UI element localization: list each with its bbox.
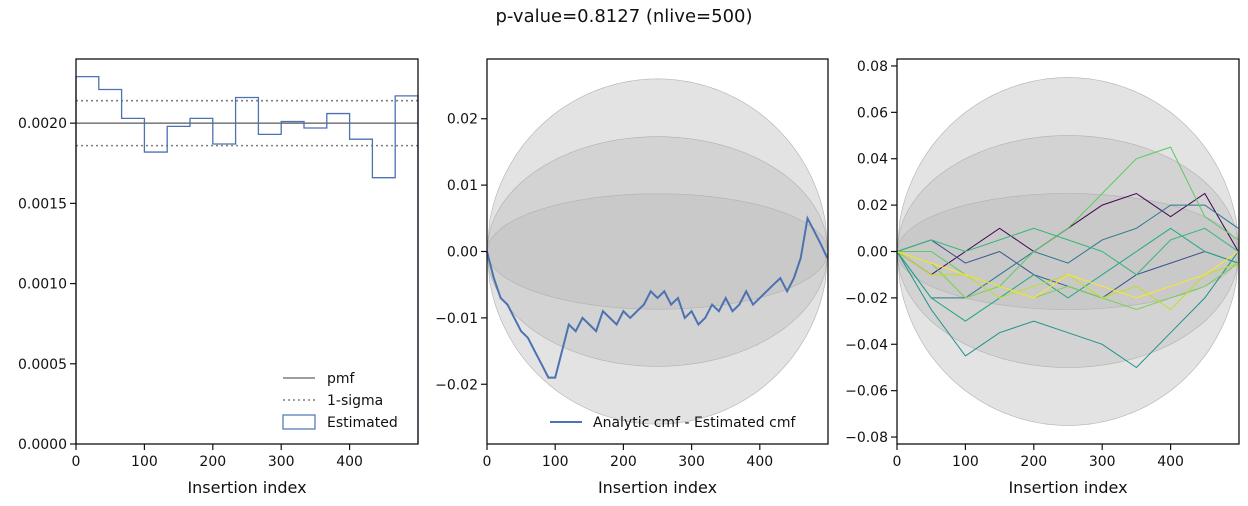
y-tick-label: 0.0015 bbox=[18, 196, 67, 212]
x-tick-label: 200 bbox=[1020, 454, 1047, 470]
histogram-bar bbox=[258, 134, 281, 444]
y-tick-label: 0.08 bbox=[857, 59, 888, 75]
x-tick-label: 300 bbox=[1089, 454, 1116, 470]
y-tick-label: −0.06 bbox=[845, 384, 888, 400]
legend-sigma-label: 1-sigma bbox=[327, 393, 383, 409]
realisation-line bbox=[897, 146, 1239, 287]
histogram-bar bbox=[122, 118, 145, 444]
x-tick-label: 0 bbox=[483, 454, 492, 470]
y-tick-label: 0.0010 bbox=[18, 277, 67, 293]
y-tick-label: 0.00 bbox=[447, 245, 478, 261]
x-tick-label: 0 bbox=[72, 454, 81, 470]
sigma-band bbox=[486, 193, 829, 310]
x-axis-label: Insertion index bbox=[187, 478, 306, 497]
histogram-bar bbox=[76, 77, 99, 444]
x-axis-label: Insertion index bbox=[598, 478, 717, 497]
realisation-line bbox=[896, 227, 1239, 276]
x-axis-label: Insertion index bbox=[1008, 478, 1127, 497]
realisation-line bbox=[896, 251, 1239, 299]
axes-frame bbox=[486, 58, 829, 445]
realisation-line bbox=[896, 251, 1239, 311]
histogram-bar bbox=[213, 144, 236, 444]
axes-frame bbox=[896, 58, 1240, 445]
histogram-bar bbox=[281, 122, 304, 444]
y-tick-label: −0.04 bbox=[845, 337, 888, 353]
cmf-difference-line bbox=[486, 215, 829, 379]
histogram-bar bbox=[99, 89, 122, 444]
histogram-bar bbox=[190, 118, 213, 444]
y-tick-label: −0.02 bbox=[435, 377, 478, 393]
y-tick-label: 0.02 bbox=[447, 112, 478, 128]
x-tick-label: 400 bbox=[1157, 454, 1184, 470]
x-tick-label: 200 bbox=[610, 454, 637, 470]
legend-pmf-label: pmf bbox=[327, 371, 356, 387]
x-tick-label: 0 bbox=[893, 454, 902, 470]
y-tick-label: 0.0005 bbox=[18, 357, 67, 373]
y-tick-label: 0.06 bbox=[857, 105, 888, 121]
x-tick-label: 100 bbox=[952, 454, 979, 470]
x-tick-label: 400 bbox=[746, 454, 773, 470]
realisation-line bbox=[896, 251, 1239, 369]
legend-cmf-label: Analytic cmf - Estimated cmf bbox=[593, 415, 796, 431]
histogram-bar bbox=[395, 96, 418, 444]
axes-frame bbox=[75, 58, 419, 445]
legend-estimated-swatch bbox=[282, 414, 316, 430]
histogram-bar bbox=[167, 126, 190, 444]
realisation-line bbox=[896, 204, 1239, 299]
legend-estimated-label: Estimated bbox=[327, 415, 398, 431]
y-tick-label: −0.01 bbox=[435, 311, 478, 327]
histogram-bar bbox=[304, 128, 327, 444]
histogram-step bbox=[75, 75, 419, 444]
y-tick-label: 0.01 bbox=[447, 178, 478, 194]
x-tick-label: 400 bbox=[336, 454, 363, 470]
x-tick-label: 100 bbox=[542, 454, 569, 470]
y-tick-label: 0.02 bbox=[857, 198, 888, 214]
y-tick-label: 0.0020 bbox=[18, 116, 67, 132]
y-tick-label: −0.08 bbox=[845, 430, 888, 446]
histogram-bar bbox=[144, 152, 167, 444]
x-tick-label: 200 bbox=[199, 454, 226, 470]
x-tick-label: 300 bbox=[678, 454, 705, 470]
x-tick-label: 300 bbox=[268, 454, 295, 470]
x-tick-label: 100 bbox=[131, 454, 158, 470]
y-tick-label: −0.02 bbox=[845, 291, 888, 307]
y-tick-label: 0.00 bbox=[857, 245, 888, 261]
y-tick-label: 0.04 bbox=[857, 152, 888, 168]
histogram-bar bbox=[236, 98, 259, 445]
y-tick-label: 0.0000 bbox=[18, 437, 67, 453]
figure-title: p-value=0.8127 (nlive=500) bbox=[495, 6, 753, 27]
